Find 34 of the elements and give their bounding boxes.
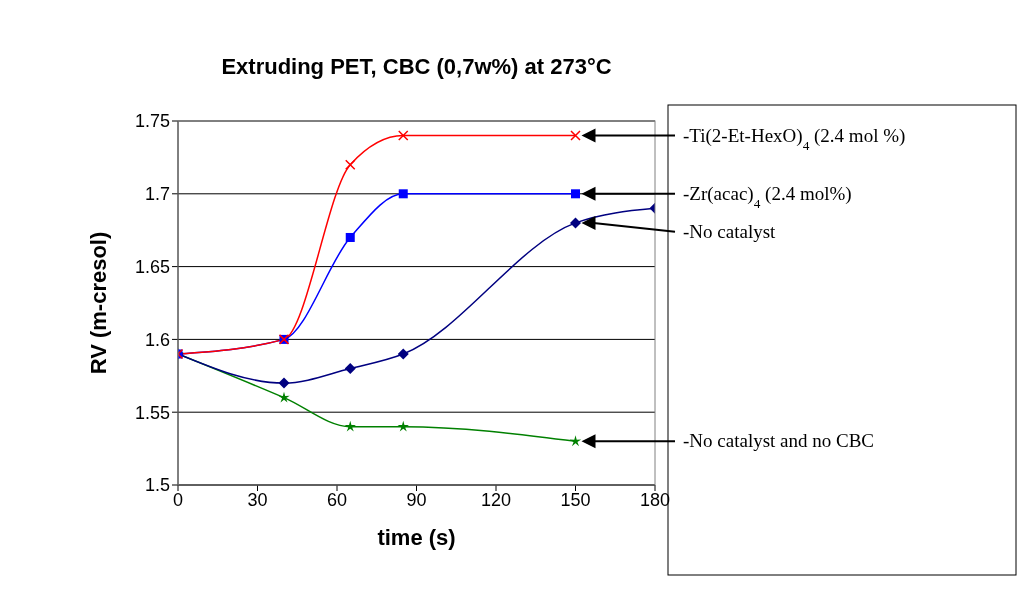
text: -No catalyst and no CBC <box>683 430 875 452</box>
point <box>344 363 356 375</box>
y-tick-label: 1.65 <box>134 256 170 277</box>
series-label: -No catalyst <box>683 220 777 242</box>
y-axis-title: RV (m-cresol) <box>85 231 111 375</box>
y-tick-label: 1.55 <box>134 402 170 423</box>
point <box>397 420 409 432</box>
point <box>345 232 355 242</box>
x-tick-label: 30 <box>247 489 268 510</box>
point <box>344 420 356 432</box>
x-tick-label: 150 <box>560 489 591 510</box>
text: -Zr(acac)$_{4}$ (2.4 mol%) <box>683 182 852 211</box>
y-tick-label: 1.7 <box>144 184 170 205</box>
point <box>278 391 290 403</box>
point <box>570 130 581 141</box>
point <box>278 377 290 389</box>
x-tick-label: 120 <box>480 489 512 510</box>
x-tick-label: 90 <box>406 489 427 510</box>
text: -Ti(2-Et-HexO)$_{4}$ (2.4 mol %) <box>683 124 906 153</box>
point <box>571 189 580 199</box>
point <box>570 217 581 229</box>
chart-title: Extruding PET, CBC (0,7w%) at 273°C <box>221 54 612 79</box>
point <box>569 435 582 447</box>
point <box>397 348 409 360</box>
x-axis-title: time (s) <box>377 525 456 550</box>
y-tick-label: 1.75 <box>134 111 170 132</box>
x-tick-label: 60 <box>326 489 348 510</box>
point <box>398 189 408 199</box>
y-tick-label: 1.5 <box>144 475 170 496</box>
point <box>345 159 356 170</box>
point <box>398 130 409 141</box>
x-tick-label: 180 <box>639 489 671 510</box>
x-tick-label: 0 <box>172 489 184 510</box>
y-tick-label: 1.6 <box>144 329 170 350</box>
